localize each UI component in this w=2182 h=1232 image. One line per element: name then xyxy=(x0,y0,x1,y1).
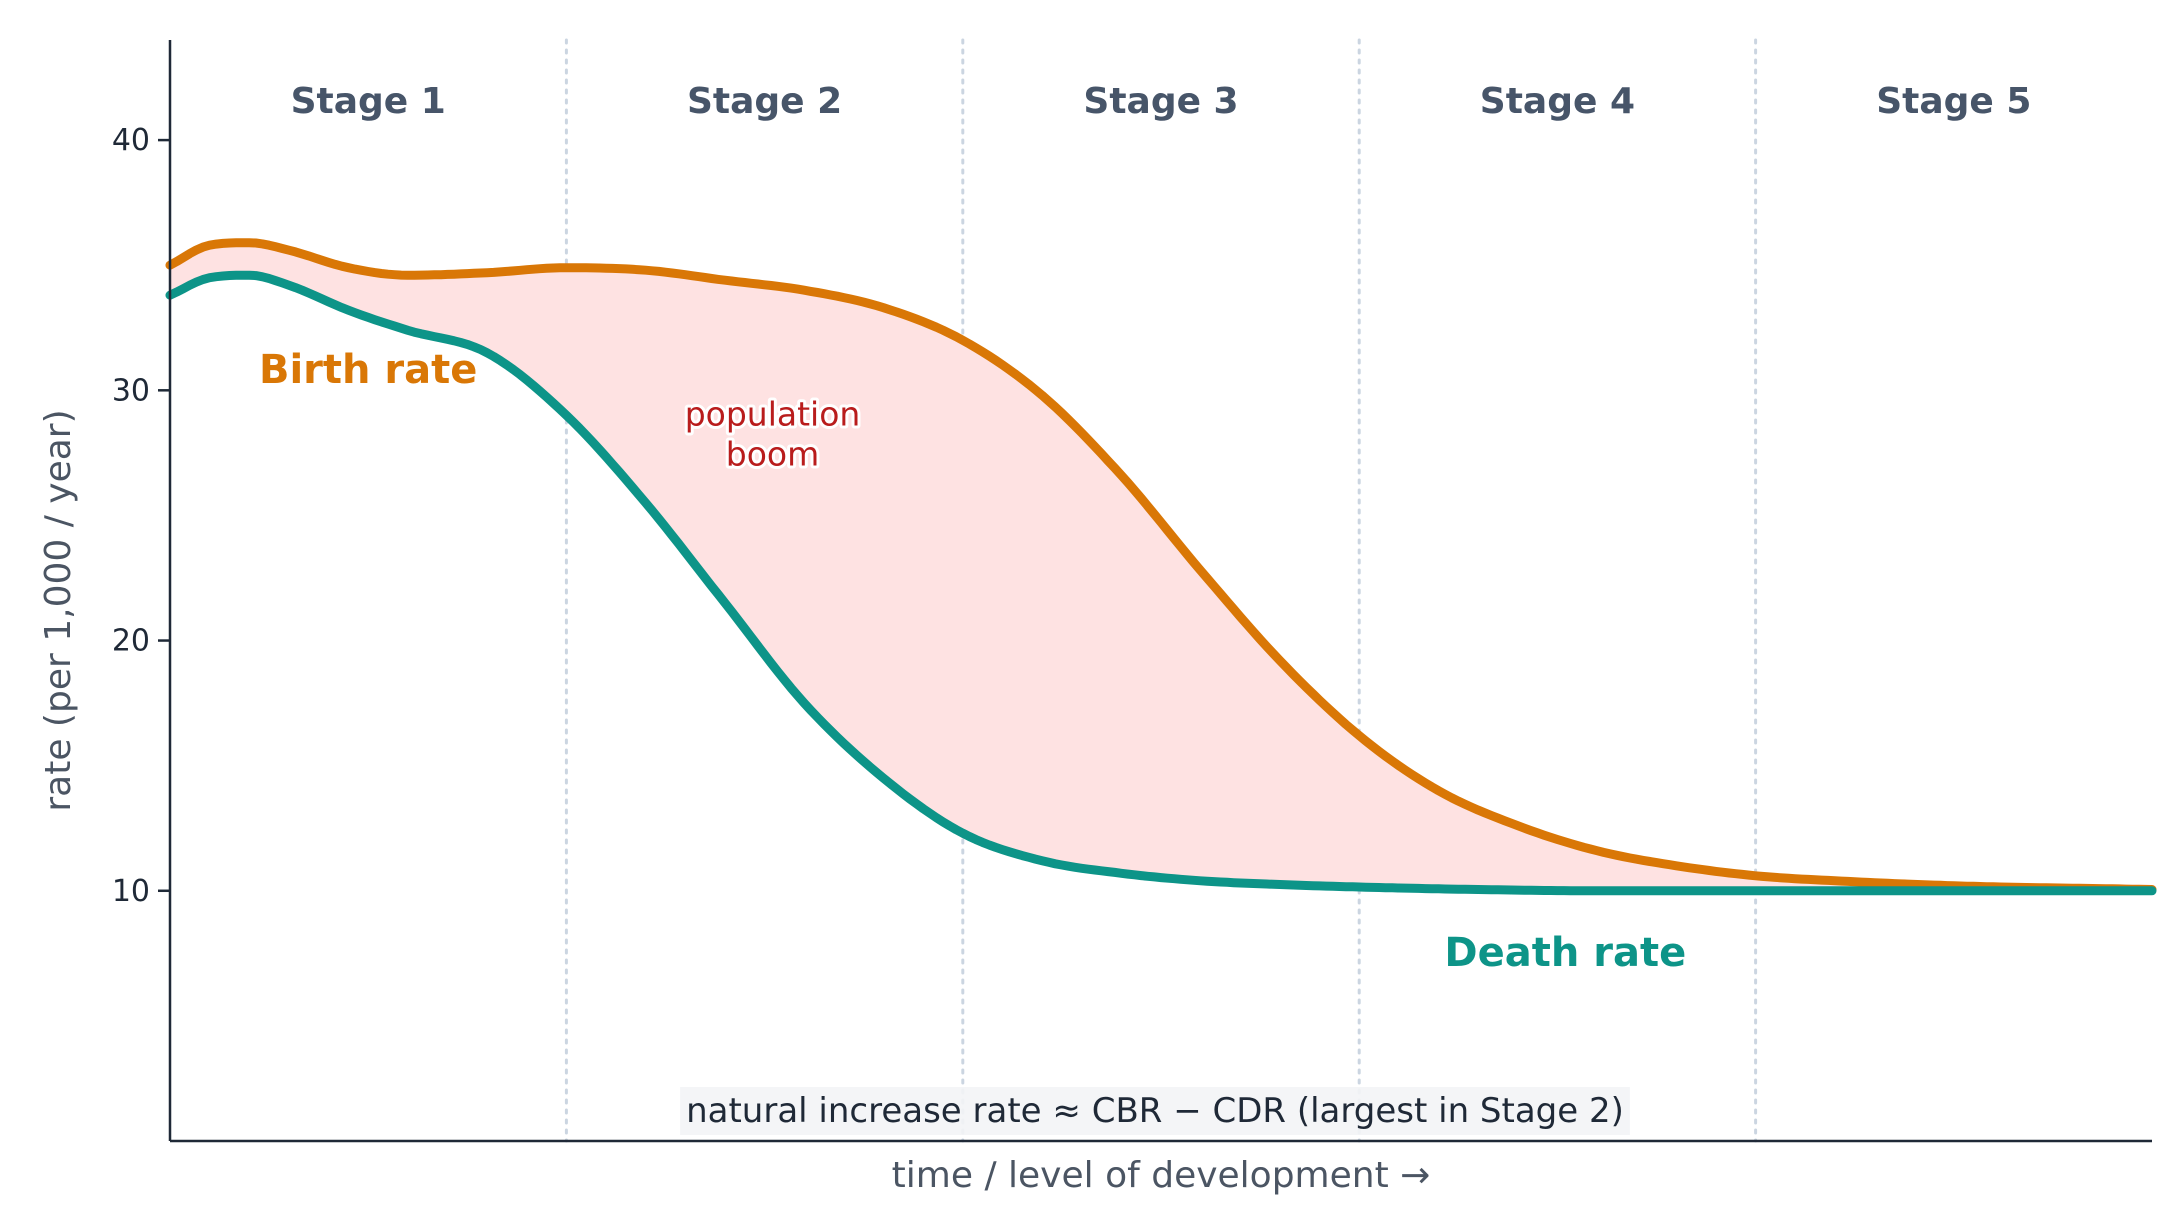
stage-label-1: Stage 1 xyxy=(291,81,446,122)
population-boom-label: population boom xyxy=(685,394,861,473)
stage-label-5: Stage 5 xyxy=(1876,81,2031,122)
stage-label-3: Stage 3 xyxy=(1083,81,1238,122)
y-axis-title: rate (per 1,000 / year) xyxy=(38,409,79,811)
series-line-2 xyxy=(165,270,2157,896)
y-ticks: 10 20 30 40 xyxy=(112,123,170,909)
series-lines xyxy=(165,238,2157,896)
axes xyxy=(168,40,2152,1143)
note-box: natural increase rate ≈ CBR − CDR (large… xyxy=(680,1087,1630,1135)
y-tick-label: 20 xyxy=(112,624,150,659)
note-text: natural increase rate ≈ CBR − CDR (large… xyxy=(686,1091,1624,1131)
y-tick-label: 10 xyxy=(112,874,150,909)
stage-label-2: Stage 2 xyxy=(687,81,842,122)
series-line-1 xyxy=(165,238,2157,894)
series-label-1: Birth rate xyxy=(259,347,477,393)
x-axis-title: time / level of development → xyxy=(892,1155,1431,1196)
stage-label-4: Stage 4 xyxy=(1480,81,1635,122)
population-boom-fill xyxy=(170,242,2152,891)
series-labels: Birth rate Death rate xyxy=(259,347,1686,976)
boom-label-line-2: boom xyxy=(726,434,819,473)
stage-labels: Stage 1 Stage 2 Stage 3 Stage 4 Stage 5 xyxy=(291,81,2032,122)
y-tick-label: 40 xyxy=(112,123,150,158)
series-label-2: Death rate xyxy=(1444,930,1686,976)
note-background xyxy=(680,1087,1630,1135)
y-tick-label: 30 xyxy=(112,373,150,408)
boom-label-line-1: population xyxy=(685,394,861,433)
